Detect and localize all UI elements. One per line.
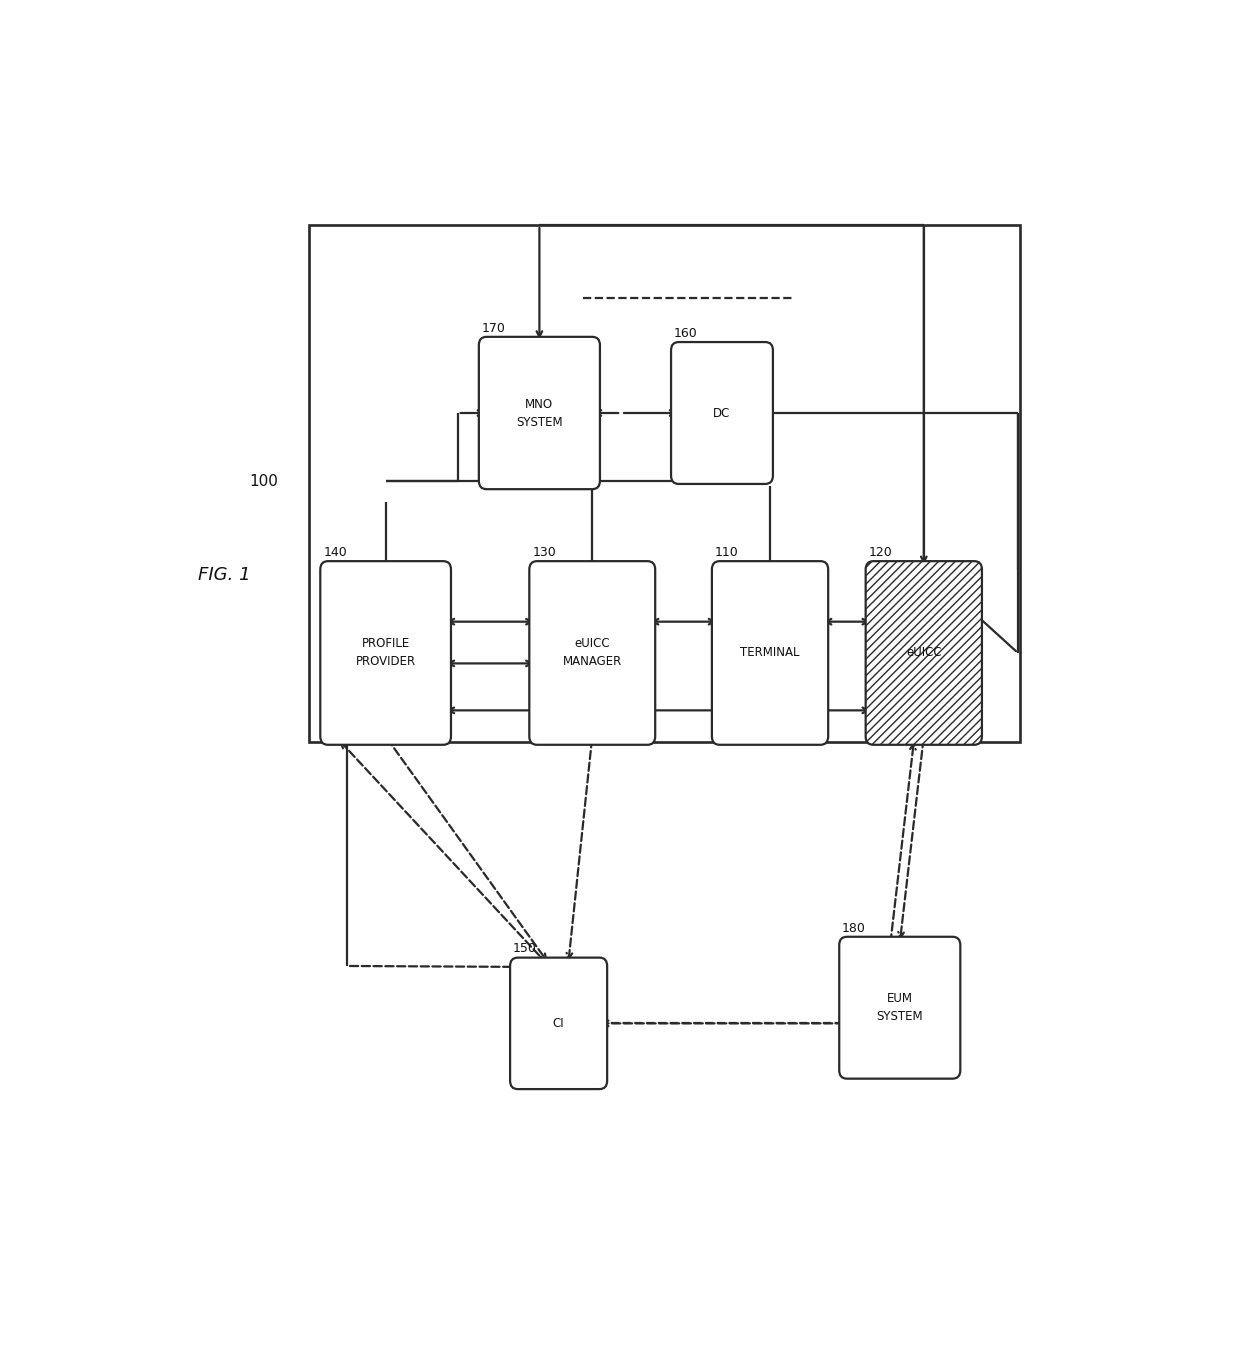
Text: 140: 140 xyxy=(324,546,347,560)
FancyBboxPatch shape xyxy=(671,341,773,484)
Text: PROFILE
PROVIDER: PROFILE PROVIDER xyxy=(356,637,415,668)
Text: TERMINAL: TERMINAL xyxy=(740,646,800,660)
FancyBboxPatch shape xyxy=(712,561,828,745)
Text: 160: 160 xyxy=(675,327,698,340)
Text: eUICC: eUICC xyxy=(906,646,941,660)
Bar xyxy=(309,225,1019,741)
Text: 100: 100 xyxy=(249,474,278,489)
Text: CI: CI xyxy=(553,1016,564,1030)
Text: 180: 180 xyxy=(842,921,866,935)
Text: DC: DC xyxy=(713,406,730,420)
Text: 150: 150 xyxy=(513,943,537,955)
Text: MNO
SYSTEM: MNO SYSTEM xyxy=(516,397,563,428)
Text: eUICC
MANAGER: eUICC MANAGER xyxy=(563,637,622,668)
FancyBboxPatch shape xyxy=(866,561,982,745)
FancyBboxPatch shape xyxy=(839,936,960,1079)
Text: 130: 130 xyxy=(532,546,556,560)
Text: 170: 170 xyxy=(481,321,506,335)
Text: 110: 110 xyxy=(714,546,739,560)
FancyBboxPatch shape xyxy=(529,561,655,745)
Text: EUM
SYSTEM: EUM SYSTEM xyxy=(877,992,923,1023)
Text: 120: 120 xyxy=(868,546,893,560)
FancyBboxPatch shape xyxy=(320,561,451,745)
Text: FIG. 1: FIG. 1 xyxy=(198,566,250,584)
FancyBboxPatch shape xyxy=(510,958,608,1089)
FancyBboxPatch shape xyxy=(479,337,600,489)
